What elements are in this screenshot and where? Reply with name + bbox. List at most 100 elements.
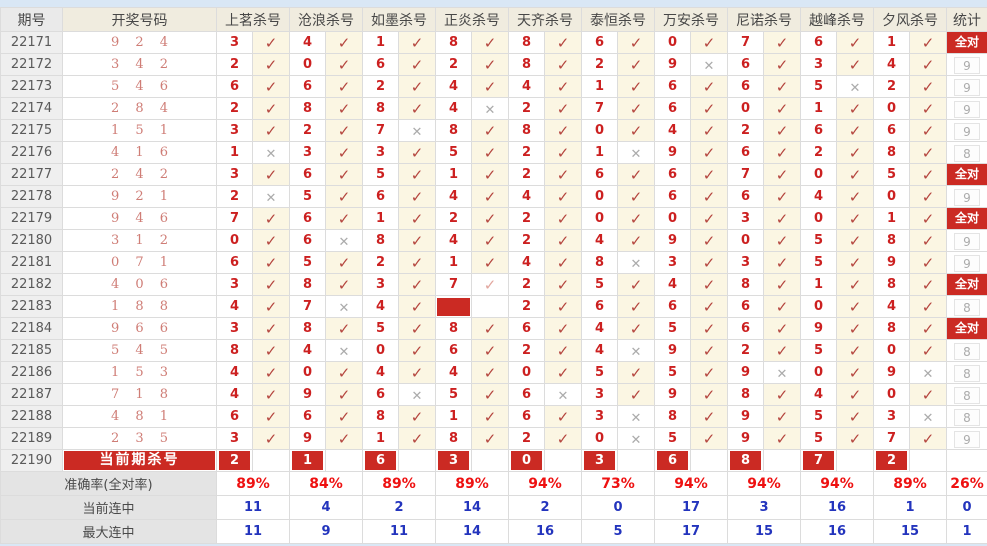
result-mark-cell: ✓ bbox=[764, 274, 801, 296]
kill-number-cell: 2 bbox=[509, 164, 545, 186]
check-icon: ✓ bbox=[484, 408, 497, 426]
check-icon: ✓ bbox=[776, 122, 789, 140]
result-mark-cell: ✓ bbox=[326, 120, 363, 142]
check-icon: ✓ bbox=[630, 364, 643, 382]
stat-cell bbox=[947, 450, 987, 472]
result-mark-cell: ✓ bbox=[326, 208, 363, 230]
result-mark-cell: ✓ bbox=[618, 164, 655, 186]
result-mark-cell: ✕ bbox=[253, 186, 290, 208]
result-mark-cell: ✓ bbox=[910, 274, 947, 296]
result-mark-cell: ✓ bbox=[618, 318, 655, 340]
kill-number-cell: 9 bbox=[728, 406, 764, 428]
check-icon: ✓ bbox=[703, 34, 716, 52]
summary-value: 9 bbox=[290, 520, 363, 544]
check-icon: ✓ bbox=[557, 298, 570, 316]
result-mark-cell: ✓ bbox=[910, 252, 947, 274]
predictor-column-header: 天齐杀号 bbox=[509, 8, 582, 32]
kill-number-cell: 4 bbox=[290, 32, 326, 54]
result-mark-cell: ✕ bbox=[253, 142, 290, 164]
kill-number-cell: 3 bbox=[217, 274, 253, 296]
kill-number-cell: 0 bbox=[728, 230, 764, 252]
kill-number-cell: 0 bbox=[801, 164, 837, 186]
kill-number-cell: 7 bbox=[217, 208, 253, 230]
kill-number-cell: 1 bbox=[582, 142, 618, 164]
kill-number-cell: 2 bbox=[509, 142, 545, 164]
result-mark-cell: ✕ bbox=[618, 142, 655, 164]
result-mark-cell: ✓ bbox=[326, 54, 363, 76]
kill-number-cell: 3 bbox=[363, 142, 399, 164]
check-icon: ✓ bbox=[703, 320, 716, 338]
result-mark-cell: ✓ bbox=[545, 296, 582, 318]
summary-value: 94% bbox=[801, 472, 874, 496]
check-icon: ✓ bbox=[703, 408, 716, 426]
kill-number-cell: 8 bbox=[290, 274, 326, 296]
kill-number-cell: 6 bbox=[290, 76, 326, 98]
check-icon: ✓ bbox=[922, 320, 935, 338]
check-icon: ✓ bbox=[922, 276, 935, 294]
correct-count: 9 bbox=[954, 123, 980, 140]
kill-number-cell: 6 bbox=[655, 98, 691, 120]
kill-number-cell: 0 bbox=[363, 340, 399, 362]
summary-value: 2 bbox=[363, 496, 436, 520]
check-icon: ✓ bbox=[703, 430, 716, 448]
period-cell: 22188 bbox=[1, 406, 63, 428]
check-icon: ✓ bbox=[630, 188, 643, 206]
stat-cell: 9 bbox=[947, 186, 987, 208]
result-mark-cell: ✕ bbox=[691, 54, 728, 76]
check-icon: ✓ bbox=[922, 56, 935, 74]
check-icon: ✓ bbox=[338, 408, 351, 426]
result-mark-cell: ✓ bbox=[399, 274, 436, 296]
result-mark-cell: ✓ bbox=[837, 54, 874, 76]
result-mark-cell: ✓ bbox=[837, 98, 874, 120]
stat-cell: 9 bbox=[947, 428, 987, 450]
kill-number-cell: 6 bbox=[801, 32, 837, 54]
kill-number-cell: 3 bbox=[801, 54, 837, 76]
check-icon: ✓ bbox=[265, 232, 278, 250]
correct-count: 9 bbox=[954, 57, 980, 74]
kill-number-cell: 3 bbox=[655, 252, 691, 274]
kill-number-cell: 5 bbox=[655, 318, 691, 340]
result-mark-cell: ✓ bbox=[399, 54, 436, 76]
check-icon: ✓ bbox=[557, 144, 570, 162]
check-icon: ✓ bbox=[630, 276, 643, 294]
summary-value: 16 bbox=[801, 520, 874, 544]
check-icon: ✓ bbox=[265, 100, 278, 118]
all-correct-badge: 全对 bbox=[947, 32, 987, 53]
result-mark-cell: ✓ bbox=[399, 406, 436, 428]
kill-number-cell: 0 bbox=[655, 208, 691, 230]
stat-cell: 8 bbox=[947, 384, 987, 406]
kill-number-cell: 5 bbox=[801, 428, 837, 450]
summary-value: 14 bbox=[436, 496, 509, 520]
check-icon: ✓ bbox=[411, 430, 424, 448]
kill-number-cell: 8 bbox=[217, 340, 253, 362]
kill-number-cell: 0 bbox=[290, 362, 326, 384]
kill-number-cell: 0 bbox=[217, 230, 253, 252]
winning-numbers-cell: 2 8 4 bbox=[63, 98, 217, 120]
kill-number-cell: 6 bbox=[509, 406, 545, 428]
kill-number-cell: 0 bbox=[874, 186, 910, 208]
period-cell: 22190 bbox=[1, 450, 63, 472]
result-mark-cell: ✓ bbox=[399, 164, 436, 186]
check-icon: ✓ bbox=[338, 430, 351, 448]
kill-number-cell: 6 bbox=[290, 164, 326, 186]
kill-number-cell: 8 bbox=[436, 32, 472, 54]
kill-number-cell: 4 bbox=[436, 76, 472, 98]
current-kill-number: 3 bbox=[584, 451, 615, 470]
check-icon: ✓ bbox=[484, 188, 497, 206]
kill-number-cell: 0 bbox=[582, 208, 618, 230]
kill-number-cell: 2 bbox=[290, 120, 326, 142]
stat-cell: 9 bbox=[947, 120, 987, 142]
result-mark-cell: ✓ bbox=[837, 120, 874, 142]
kill-number-cell: 5 bbox=[874, 164, 910, 186]
kill-number-cell: 5 bbox=[582, 362, 618, 384]
stat-cell: 9 bbox=[947, 54, 987, 76]
kill-number-cell: 8 bbox=[363, 98, 399, 120]
check-icon: ✓ bbox=[776, 386, 789, 404]
stat-cell: 8 bbox=[947, 362, 987, 384]
winning-numbers-cell: 9 6 6 bbox=[63, 318, 217, 340]
all-correct-badge: 全对 bbox=[947, 318, 987, 339]
check-icon: ✓ bbox=[849, 56, 862, 74]
kill-number-cell: 8 bbox=[290, 318, 326, 340]
kill-number-cell: 6 bbox=[728, 296, 764, 318]
